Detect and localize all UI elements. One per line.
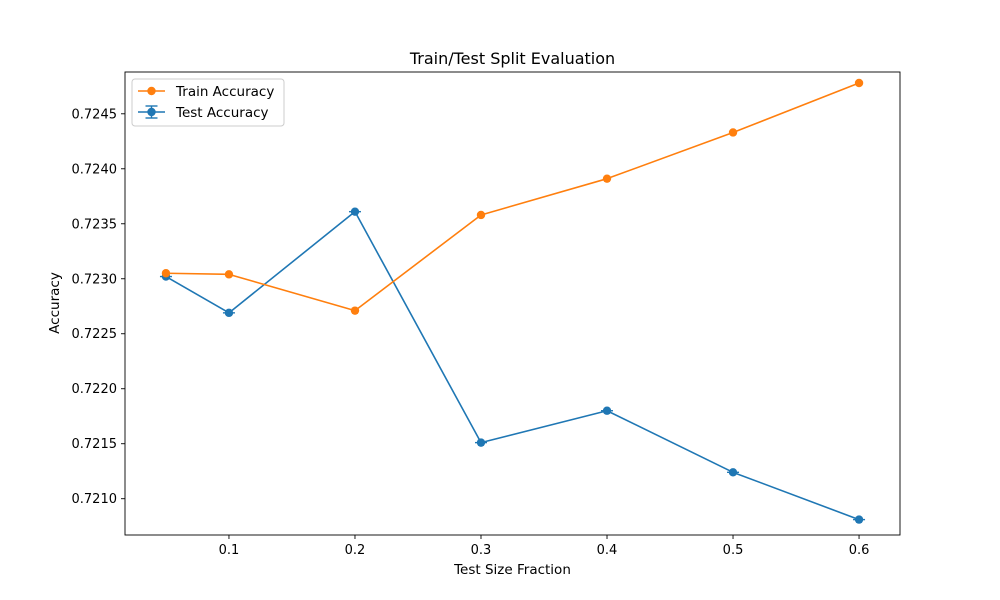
axes-frame — [124, 71, 901, 536]
data-point — [602, 406, 612, 415]
y-axis-label: Accuracy — [47, 272, 63, 334]
legend-marker — [147, 86, 156, 96]
data-point — [728, 128, 738, 137]
data-point — [224, 270, 234, 279]
y-tick-label: 0.7235 — [72, 217, 118, 232]
data-point — [728, 468, 738, 477]
data-point — [350, 207, 360, 216]
data-point — [476, 438, 486, 447]
data-point — [476, 210, 486, 220]
x-tick-label: 0.1 — [219, 543, 240, 558]
x-tick-label: 0.3 — [471, 543, 492, 558]
y-axis: 0.7210 0.7215 0.7220 0.7225 0.7230 0.7235 0.72… — [72, 107, 125, 507]
legend: Train Accuracy Test Accuracy — [131, 78, 285, 127]
y-tick-label: 0.7240 — [72, 162, 118, 177]
legend-entry: Train Accuracy — [138, 84, 274, 100]
legend-label: Test Accuracy — [175, 105, 269, 121]
y-tick-label: 0.7210 — [72, 492, 118, 507]
x-axis-label: Test Size Fraction — [453, 562, 571, 578]
y-tick-label: 0.7215 — [72, 437, 118, 452]
y-tick-label: 0.7220 — [72, 382, 118, 397]
x-tick-label: 0.2 — [345, 543, 366, 558]
series-layer — [159, 78, 866, 524]
data-point — [161, 269, 171, 278]
x-axis: 0.1 0.2 0.3 0.4 0.5 0.6 — [219, 535, 870, 558]
data-point — [602, 174, 612, 183]
axes-spines — [124, 71, 901, 536]
y-tick-label: 0.7245 — [72, 107, 118, 122]
plot-background — [125, 72, 900, 535]
data-point — [224, 308, 234, 318]
series-train-accuracy — [161, 78, 864, 315]
x-tick-label: 0.4 — [597, 543, 618, 558]
plot-area — [125, 72, 900, 535]
legend-label: Train Accuracy — [175, 84, 274, 100]
x-tick-label: 0.6 — [849, 543, 870, 558]
data-point — [350, 306, 360, 315]
data-point — [854, 78, 864, 88]
legend-entry: Test Accuracy — [138, 105, 269, 121]
data-point — [854, 515, 864, 524]
chart-title: Train/Test Split Evaluation — [409, 49, 615, 68]
y-tick-label: 0.7230 — [72, 272, 118, 287]
x-tick-label: 0.5 — [723, 543, 744, 558]
y-tick-label: 0.7225 — [72, 327, 118, 342]
legend-box — [131, 78, 285, 127]
legend-marker — [147, 107, 156, 117]
